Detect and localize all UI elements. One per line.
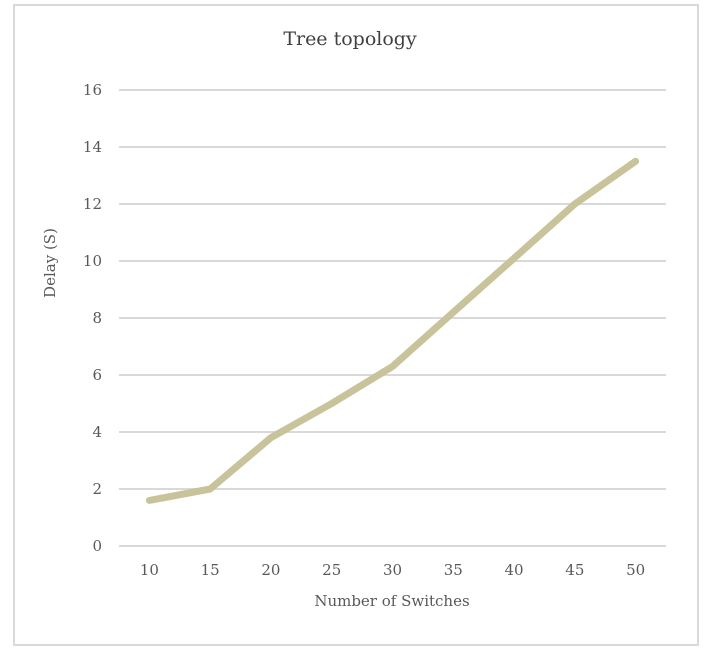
y-tick-label: 12	[83, 195, 102, 213]
y-tick-label: 2	[92, 480, 102, 498]
x-tick-label: 30	[383, 561, 402, 579]
chart-frame	[13, 4, 699, 646]
x-tick-label: 35	[444, 561, 463, 579]
series-line	[145, 157, 640, 504]
x-tick-label: 20	[261, 561, 280, 579]
y-axis-label: Delay (S)	[41, 228, 59, 298]
x-tick-label: 45	[565, 561, 584, 579]
x-tick-label: 25	[322, 561, 341, 579]
x-tick-label: 50	[626, 561, 645, 579]
chart-title: Tree topology	[283, 28, 417, 50]
x-tick-label: 15	[201, 561, 220, 579]
y-tick-label: 16	[83, 81, 102, 99]
y-tick-label: 6	[92, 366, 102, 384]
x-tick-label: 10	[140, 561, 159, 579]
x-axis-ticks: 10 15 20 25 30 35 40 45 50	[140, 561, 645, 579]
gridlines	[119, 89, 666, 547]
x-axis-label: Number of Switches	[314, 592, 469, 610]
y-tick-label: 8	[92, 309, 102, 327]
y-axis-ticks: 0 2 4 6 8 10 12 14 16	[83, 81, 102, 555]
y-tick-label: 4	[92, 423, 102, 441]
y-tick-label: 14	[83, 138, 102, 156]
y-tick-label: 10	[83, 252, 102, 270]
x-tick-label: 40	[505, 561, 524, 579]
y-tick-label: 0	[92, 537, 102, 555]
series-layer	[145, 157, 640, 504]
